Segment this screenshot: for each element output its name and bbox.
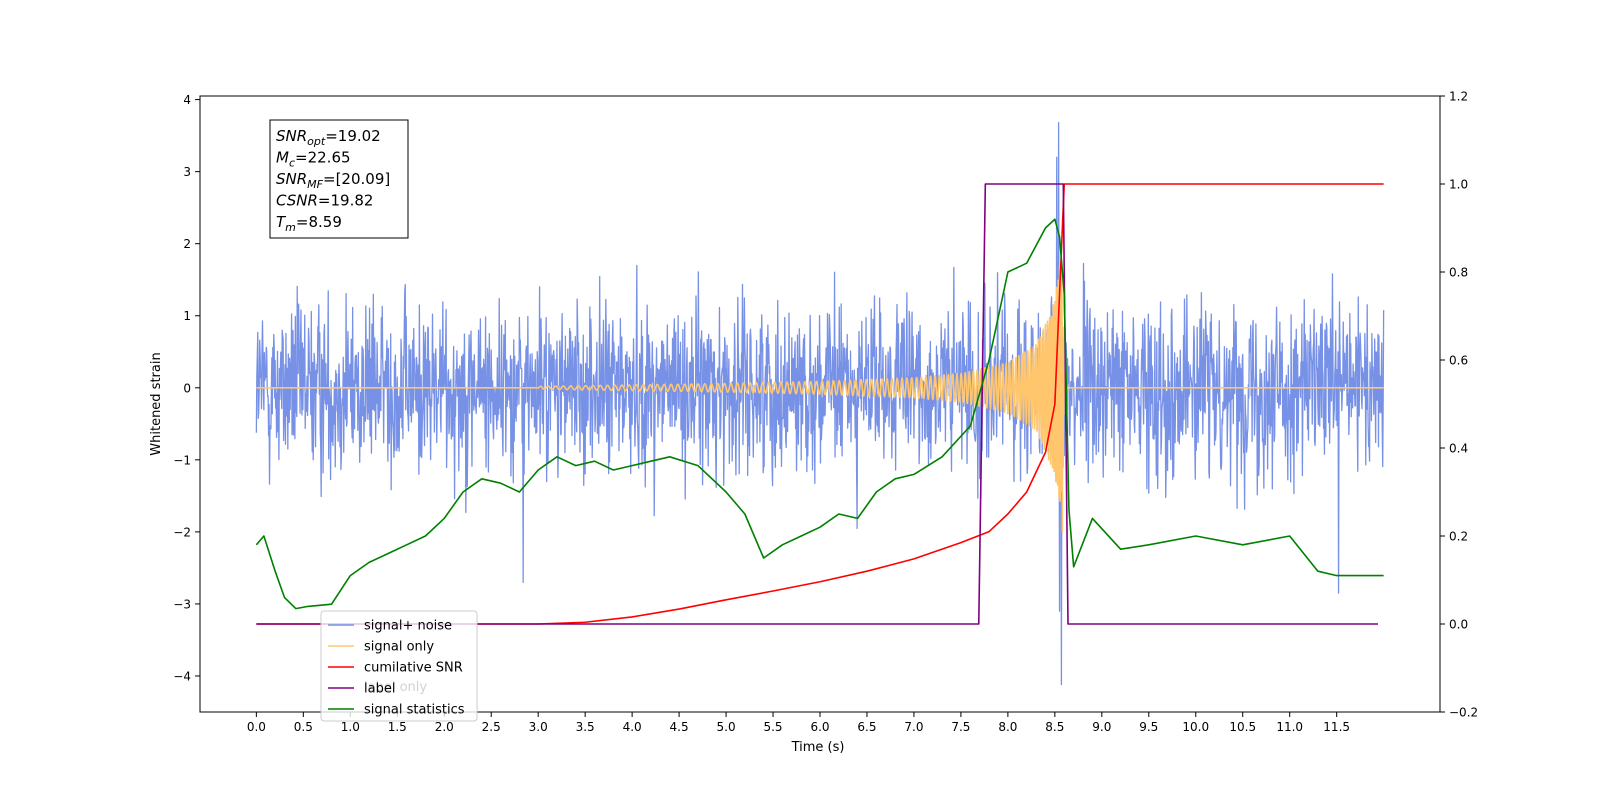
y-right-tick-label: 0.6 xyxy=(1449,354,1468,368)
annotation-line: SNRopt=19.02 xyxy=(276,127,381,148)
x-tick-label: 9.0 xyxy=(1092,720,1111,734)
series-line-signal-noise xyxy=(255,122,1385,686)
annotation-subscript: c xyxy=(289,157,295,170)
x-tick-label: 4.0 xyxy=(623,720,642,734)
x-tick-label: 4.5 xyxy=(670,720,689,734)
x-tick-label: 11.0 xyxy=(1276,720,1303,734)
x-tick-label: 8.0 xyxy=(998,720,1017,734)
y-right-tick-label: 0.8 xyxy=(1449,266,1468,280)
x-tick-label: 2.5 xyxy=(482,720,501,734)
y-tick-label: −4 xyxy=(173,669,191,683)
x-tick-label: 5.0 xyxy=(717,720,736,734)
series-line-cumilative-snr xyxy=(256,183,1384,625)
x-tick-label: 3.0 xyxy=(529,720,548,734)
x-axis: 0.0 0.5 1.0 1.5 2.0 2.5 3.0 3.5 4.0 4.5 5.0 5.5 6.0 6… xyxy=(247,712,1350,734)
annotation-value: =19.02 xyxy=(325,127,381,145)
annotation-line: Tm=8.59 xyxy=(276,213,342,234)
y-tick-label: 4 xyxy=(183,93,191,107)
legend-label: signal statistics xyxy=(364,703,465,718)
annotation-symbol: SNR xyxy=(276,170,307,188)
x-tick-label: 8.5 xyxy=(1045,720,1064,734)
annotation-symbol: CSNR xyxy=(276,192,318,210)
x-tick-label: 7.0 xyxy=(904,720,923,734)
annotation-box: SNRopt=19.02Mc=22.65SNRMF=[20.09]CSNR=19… xyxy=(269,119,409,239)
annotation-subscript: MF xyxy=(307,178,323,191)
y-right-tick-label: 0.2 xyxy=(1449,530,1468,544)
x-tick-label: 7.5 xyxy=(951,720,970,734)
x-tick-label: 10.0 xyxy=(1182,720,1209,734)
legend-label: signal only xyxy=(364,640,434,655)
annotation-subscript: opt xyxy=(307,135,326,148)
series-line-signal-only xyxy=(255,265,1385,533)
legend-label: label xyxy=(364,682,395,697)
y-right-tick-label: 0.4 xyxy=(1449,442,1468,456)
annotation-symbol: M xyxy=(276,149,289,167)
series-line-label xyxy=(256,183,1378,625)
legend-hidden-text: label only xyxy=(364,680,427,695)
annotation-value: =22.65 xyxy=(295,149,351,167)
y-right-tick-label: 0.0 xyxy=(1449,618,1468,632)
annotation-symbol: SNR xyxy=(276,127,307,145)
annotation-subscript: m xyxy=(285,221,296,234)
x-tick-label: 2.0 xyxy=(435,720,454,734)
x-tick-label: 0.0 xyxy=(247,720,266,734)
x-tick-label: 6.0 xyxy=(810,720,829,734)
x-tick-label: 1.5 xyxy=(388,720,407,734)
y-tick-label: −2 xyxy=(173,525,191,539)
y-tick-label: 0 xyxy=(183,381,191,395)
legend: label only signal+ noise signal only cumil… xyxy=(320,610,478,722)
y-right-tick-label: 1.0 xyxy=(1449,178,1468,192)
y-axis-left: −4 −3 −2 −1 0 1 2 3 4 xyxy=(173,93,200,683)
x-tick-label: 9.5 xyxy=(1139,720,1158,734)
x-axis-label: Time (s) xyxy=(791,740,845,755)
y-tick-label: 1 xyxy=(183,309,191,323)
x-tick-label: 10.5 xyxy=(1229,720,1256,734)
y-axis-right: −0.2 0.0 0.2 0.4 0.6 0.8 1.0 1.2 xyxy=(1440,90,1478,720)
y-right-tick-label: 1.2 xyxy=(1449,90,1468,104)
annotation-value: =8.59 xyxy=(296,213,342,231)
y-tick-label: 2 xyxy=(183,237,191,251)
x-tick-label: 11.5 xyxy=(1323,720,1350,734)
legend-frame xyxy=(320,610,478,722)
series-line-signal-statistics xyxy=(255,218,1384,610)
legend-label: signal+ noise xyxy=(364,619,452,634)
x-tick-label: 3.5 xyxy=(576,720,595,734)
y-tick-label: 3 xyxy=(183,165,191,179)
annotation-line: SNRMF=[20.09] xyxy=(276,170,390,191)
y-tick-label: −3 xyxy=(173,597,191,611)
annotation-line: Mc=22.65 xyxy=(276,149,351,170)
y-axis-label: Whitened strain xyxy=(149,352,164,455)
y-tick-label: −1 xyxy=(173,453,191,467)
x-tick-label: 0.5 xyxy=(294,720,313,734)
annotation-symbol: T xyxy=(276,213,287,231)
legend-label: cumilative SNR xyxy=(364,661,463,676)
series-layer xyxy=(255,122,1385,686)
annotation-line: CSNR=19.82 xyxy=(276,192,373,210)
annotation-value: =19.82 xyxy=(318,192,374,210)
annotation-value: =[20.09] xyxy=(323,170,390,188)
x-tick-label: 6.5 xyxy=(857,720,876,734)
x-tick-label: 5.5 xyxy=(763,720,782,734)
x-tick-label: 1.0 xyxy=(341,720,360,734)
y-right-tick-label: −0.2 xyxy=(1449,706,1478,720)
